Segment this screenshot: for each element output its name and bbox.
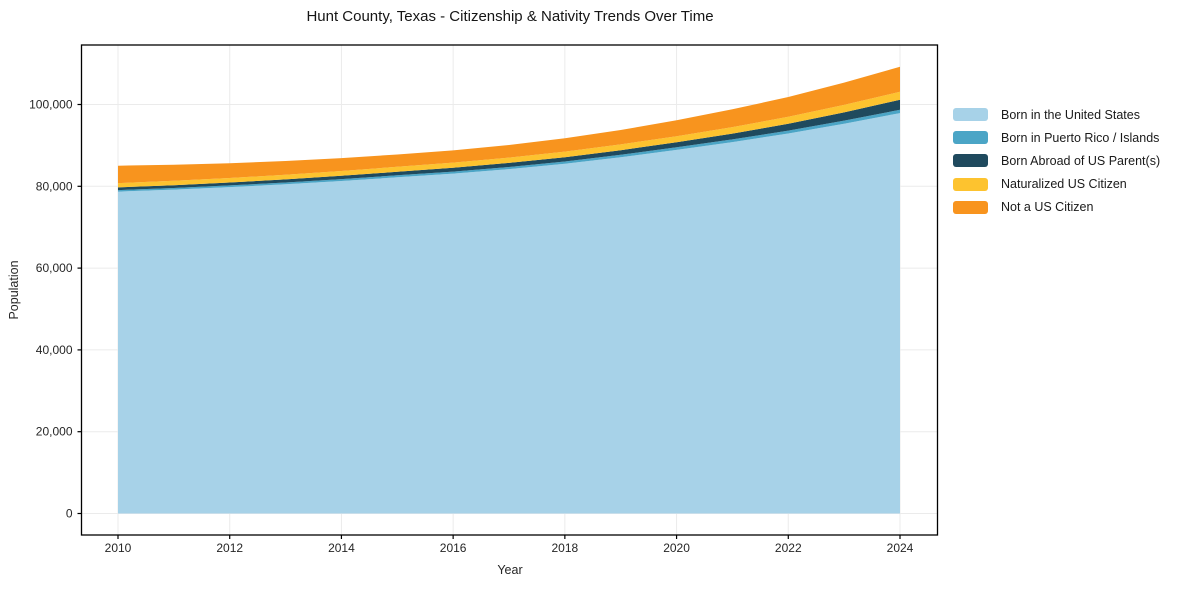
legend-swatch-icon (953, 108, 988, 122)
plot-frame (80, 44, 939, 536)
area-not-a-us-citizen (118, 66, 900, 184)
area-born-in-the-united-states (118, 113, 900, 514)
legend-item-naturalized-us-citizen: Naturalized US Citizen (953, 173, 1160, 196)
y-axis-label: Population (7, 260, 21, 320)
y-tick-label: 20,000 (36, 425, 73, 439)
legend-item-not-a-us-citizen: Not a US Citizen (953, 196, 1160, 219)
legend-item-born-in-the-united-states: Born in the United States (953, 103, 1160, 126)
chart-title: Hunt County, Texas - Citizenship & Nativ… (306, 8, 714, 25)
legend-label: Born in the United States (1001, 107, 1140, 122)
y-tick-label: 100,000 (29, 98, 73, 112)
x-axis-label: Year (497, 563, 523, 577)
y-tick-label: 40,000 (36, 343, 73, 357)
x-tick-label: 2014 (328, 541, 355, 555)
legend-swatch-icon (953, 200, 988, 214)
x-tick-label: 2018 (552, 541, 579, 555)
legend-swatch-icon (953, 154, 988, 168)
legend-swatch-icon (953, 177, 988, 191)
legend-label: Born in Puerto Rico / Islands (1001, 130, 1160, 145)
x-tick-label: 2022 (775, 541, 802, 555)
legend-label: Born Abroad of US Parent(s) (1001, 153, 1161, 168)
x-tick-label: 2016 (440, 541, 467, 555)
y-tick-label: 0 (66, 507, 73, 521)
x-tick-label: 2012 (216, 541, 243, 555)
legend-label: Naturalized US Citizen (1001, 177, 1127, 192)
x-tick-label: 2010 (105, 541, 132, 555)
x-tick-label: 2020 (663, 541, 690, 555)
x-tick-label: 2024 (887, 541, 914, 555)
y-tick-label: 80,000 (36, 179, 73, 193)
legend-item-born-abroad-of-us-parent-s: Born Abroad of US Parent(s) (953, 149, 1160, 172)
legend: Born in the United States Born in Puerto … (953, 103, 1160, 219)
legend-label: Not a US Citizen (1001, 200, 1094, 215)
legend-swatch-icon (953, 131, 988, 145)
legend-item-born-in-puerto-rico-islands: Born in Puerto Rico / Islands (953, 126, 1160, 149)
y-tick-label: 60,000 (36, 261, 73, 275)
